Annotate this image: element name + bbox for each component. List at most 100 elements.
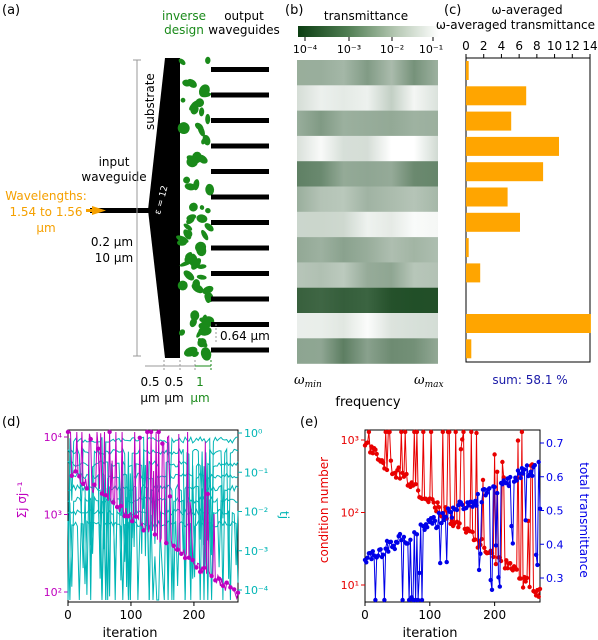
total-transmittance-series-point [497,584,502,589]
panel-label-d: (d) [2,415,20,430]
xtick-label: 100 [120,608,143,622]
dim-1-label: 1 [196,375,204,389]
wavelengths-label-2: 1.54 to 1.56 [9,205,82,219]
condition-number-series-point [403,429,408,435]
substrate-taper [148,58,180,358]
total-transmittance-series-point [432,518,438,523]
output-waveguide [211,118,269,123]
sigma-sum-series-point [235,590,241,595]
plot-e: 0 100 200 10¹ 10² 10³ 0.3 0.4 0.5 0.6 0.7 [341,429,564,622]
sigma-sum-series-point [111,500,116,505]
heatmap-row [297,186,438,212]
total-transmittance-series-point [383,546,388,551]
design-blob [200,347,212,361]
condition-number-series-point [495,469,500,474]
total-transmittance-series-point [533,552,539,557]
condition-number-series-point [415,488,421,493]
bar-xtick-label: 6 [515,39,523,53]
condition-number-series-point [527,584,532,590]
ytick-label: 10³ [44,509,62,522]
condition-number-series-point [399,429,404,435]
total-transmittance-series-point [436,510,442,516]
total-transmittance-series-point [430,521,435,526]
total-transmittance-series-point [392,546,397,552]
total-transmittance-series-point [495,490,500,496]
design-blob [197,154,208,164]
sigma-sum-series-point [145,429,150,435]
sigma-sum-series-point [122,513,127,519]
design-blob [177,122,190,135]
total-transmittance-series-point [401,534,407,540]
design-blob [198,326,212,336]
total-transmittance-series-point [408,537,413,542]
output-waveguides [211,67,269,353]
output-waveguide [211,322,269,327]
design-blob [187,78,197,88]
condition-number-series-point [492,452,497,457]
total-transmittance-series-point [506,483,512,489]
heatmap-row [297,60,438,86]
condition-number-series-point [500,459,505,465]
total-transmittance-series-point [439,520,444,526]
sigma-sum-series-point [186,555,192,560]
design-blob [195,241,207,253]
plot-d-ylabel-right: tj [277,511,291,519]
design-blob [202,134,211,146]
design-blob [195,98,205,108]
sigma-sum-series-point [130,519,135,524]
dim-05b-label: 0.5 [164,375,183,389]
condition-number-series-point [460,437,465,442]
sigma-sum-series-point [228,585,233,590]
total-transmittance-series-point [431,515,436,520]
ytick-label: 10⁻² [244,506,268,519]
output-waveguide [211,347,269,353]
heatmap-row [297,237,438,263]
condition-number-series-point [474,430,479,436]
omega-max-label: ωmax [414,373,444,390]
sigma-sum-series-point [179,551,184,556]
design-blob [192,351,199,358]
ytick-label: 10⁻³ [244,545,268,558]
condition-number-series-point [428,429,434,435]
frequency-label: frequency [335,395,401,410]
total-transmittance-series-point [386,549,391,554]
heatmap-row [297,211,438,238]
total-transmittance-series-point [482,487,487,492]
dim-02-label: 0.2 μm [91,235,133,249]
bar-xtick-label: 2 [480,39,488,53]
total-transmittance-series-point [400,597,405,603]
condition-number-series-point [388,458,394,463]
bar-xtick-label: 12 [565,39,580,53]
total-transmittance-series-point [414,532,420,537]
total-transmittance-series-point [537,506,543,511]
design-blob [197,264,207,269]
condition-number-series-point [501,475,506,480]
ytick-label: 10⁴ [44,431,63,444]
sigma-sum-series-point [213,578,218,583]
sigma-sum-series-point [77,474,82,479]
total-transmittance-series-point [532,463,537,468]
input-arrow [92,206,106,215]
total-transmittance-series-point [388,539,394,544]
total-transmittance-series-point [397,531,403,537]
sigma-sum-series-point [126,514,131,519]
input-waveguide-label-2: waveguide [81,170,146,184]
heatmap-row [297,110,438,137]
design-blob [189,202,198,212]
plot-d: 0 100 200 10² 10³ 10⁴ 10⁻⁴ 10⁻³ 10⁻² 10⁻¹ 10⁰ [44,427,269,622]
condition-number-series-point [380,460,386,465]
total-transmittance-series-point [522,467,527,472]
input-waveguide [90,208,150,213]
total-transmittance-series-point [448,509,453,515]
condition-number-series-point [523,579,528,584]
total-transmittance-series-point [380,552,386,557]
total-transmittance-series-point [466,503,471,508]
condition-number-series-point [453,429,458,435]
design-blob [205,56,211,64]
condition-number-series-point [393,475,399,480]
sigma-sum-series-point [103,493,109,498]
xtick-label: 100 [418,608,441,622]
sigma-sum-series-point [156,429,161,435]
bar-xtick-label: 14 [582,39,597,53]
sigma-sum-series-point [205,491,210,497]
